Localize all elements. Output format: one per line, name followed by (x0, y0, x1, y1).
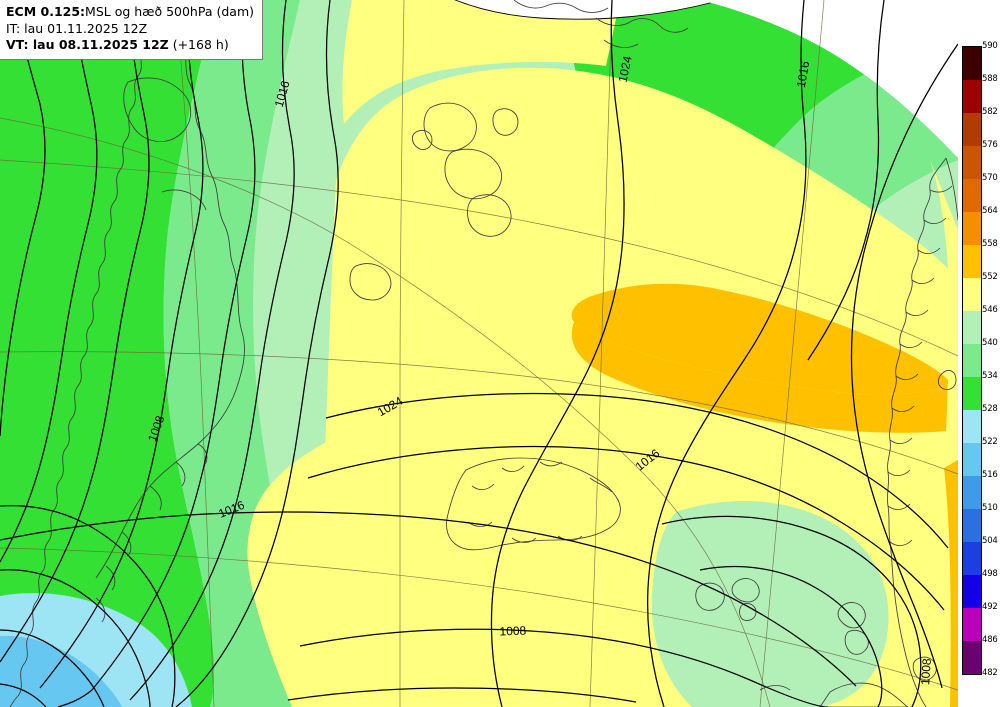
colorbar-tick-482: 482 (982, 668, 998, 678)
band-546-552-tongue (247, 440, 332, 707)
colorbar-band-522-528 (963, 410, 981, 443)
colorbar-band-516-522 (963, 443, 981, 476)
colorbar-tick-522: 522 (982, 437, 998, 447)
band-552-558-east-edge (944, 460, 958, 707)
init-time-label: IT: lau 01.11.2025 12Z (6, 20, 148, 36)
lead-time-label: (+168 h) (168, 37, 229, 52)
title-line-valid: VT: lau 08.11.2025 12Z (+168 h) (6, 37, 254, 54)
isobar-label: 1008 (918, 658, 934, 686)
colorbar-tick-576: 576 (982, 140, 998, 150)
colorbar[interactable]: 590 588 582 576 570 564 558 552 546 540 534 528 522 5… (958, 0, 1000, 707)
colorbar-band-546-552 (963, 278, 981, 311)
band-552-558-blob (651, 304, 667, 321)
title-line-model: ECM 0.125:MSL og hæð 500hPa (dam) (6, 4, 254, 21)
colorbar-tick-516: 516 (982, 470, 998, 480)
colorbar-tick-582: 582 (982, 107, 998, 117)
colorbar-band-492-498 (963, 575, 981, 608)
field-label: MSL og hæð 500hPa (dam) (85, 4, 254, 19)
isobar-label: 1024 (615, 54, 634, 83)
colorbar-tick-552: 552 (982, 272, 998, 282)
colorbar-band-528-534 (963, 377, 981, 410)
colorbar-band-582-588 (963, 80, 981, 113)
colorbar-band-540-546 (963, 311, 981, 344)
colorbar-band-552-558 (963, 245, 981, 278)
colorbar-tick-534: 534 (982, 371, 998, 381)
colorbar-tick-588: 588 (982, 74, 998, 84)
colorbar-band-564-570 (963, 179, 981, 212)
colorbar-band-482-486 (963, 641, 981, 674)
colorbar-tick-528: 528 (982, 404, 998, 414)
isobar-label: 1016 (794, 60, 812, 89)
filled-height-field (0, 0, 958, 707)
colorbar-tick-570: 570 (982, 173, 998, 183)
colorbar-tick-510: 510 (982, 503, 998, 513)
colorbar-tick-492: 492 (982, 602, 998, 612)
colorbar-tick-504: 504 (982, 536, 998, 546)
colorbar-tick-540: 540 (982, 338, 998, 348)
model-label: ECM 0.125: (6, 4, 86, 19)
colorbar-band-576-582 (963, 113, 981, 146)
band-516-522-southwest (0, 635, 122, 707)
colorbar-band-558-564 (963, 212, 981, 245)
band-540-546-faroe (651, 500, 889, 707)
colorbar-tick-590: 590 (982, 41, 998, 51)
forecast-map[interactable]: 1016 1024 1016 1008 1024 1016 1016 1008 … (0, 0, 958, 707)
title-line-init: IT: lau 01.11.2025 12Z (6, 21, 254, 38)
valid-time-label: VT: lau 08.11.2025 12Z (6, 37, 169, 52)
colorbar-tick-564: 564 (982, 206, 998, 216)
colorbar-tick-498: 498 (982, 569, 998, 579)
colorbar-swatches (962, 46, 982, 675)
colorbar-band-510-516 (963, 476, 981, 509)
map-corner-mask-ne (700, 0, 958, 158)
colorbar-band-570-576 (963, 146, 981, 179)
band-552-558-extension (571, 322, 958, 433)
title-box: ECM 0.125:MSL og hæð 500hPa (dam) IT: la… (0, 0, 263, 60)
polar-cap-mask (454, 0, 716, 20)
colorbar-tick-558: 558 (982, 239, 998, 249)
colorbar-band-588-590 (963, 47, 981, 80)
colorbar-band-486-492 (963, 608, 981, 641)
colorbar-band-498-504 (963, 542, 981, 575)
colorbar-band-534-540 (963, 344, 981, 377)
band-546-552-north (342, 0, 620, 124)
colorbar-band-504-510 (963, 509, 981, 542)
colorbar-tick-486: 486 (982, 635, 998, 645)
mslp-isobars (0, 0, 958, 707)
map-panel[interactable]: 1016 1024 1016 1008 1024 1016 1016 1008 … (0, 0, 959, 707)
isobar-label: 1008 (499, 624, 526, 639)
colorbar-tick-546: 546 (982, 305, 998, 315)
